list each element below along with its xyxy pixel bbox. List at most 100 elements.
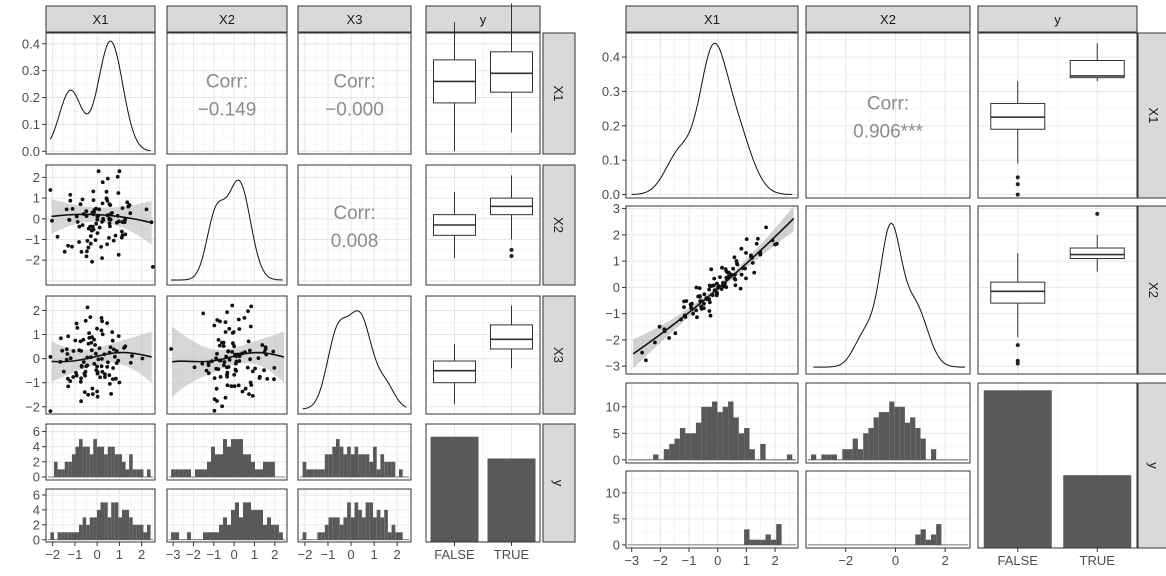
scatter-point bbox=[232, 372, 237, 377]
histogram-bar bbox=[380, 517, 385, 540]
histogram-bar bbox=[712, 401, 718, 460]
scatter-point bbox=[68, 192, 73, 197]
scatter-point bbox=[105, 365, 110, 369]
histogram-bar bbox=[899, 406, 905, 460]
panel-border bbox=[45, 423, 156, 481]
scatter-point bbox=[48, 355, 53, 359]
histogram-bar bbox=[255, 509, 259, 540]
scatter-point bbox=[125, 200, 130, 205]
histogram-bar bbox=[147, 524, 151, 540]
histogram-bar bbox=[203, 469, 207, 477]
y-tick-label: 6 bbox=[33, 487, 40, 502]
scatter-point bbox=[110, 338, 115, 343]
histogram-bar bbox=[89, 454, 94, 477]
histogram-bar bbox=[267, 461, 271, 477]
scatter-point bbox=[48, 409, 53, 413]
scatter-point bbox=[710, 283, 715, 288]
panel-border bbox=[805, 32, 971, 199]
panel-border bbox=[166, 295, 288, 415]
strip-label: y bbox=[551, 480, 566, 487]
histogram-bar bbox=[61, 532, 65, 540]
histogram-bar bbox=[347, 502, 351, 540]
panel-border bbox=[425, 164, 541, 286]
histogram-bar bbox=[89, 517, 94, 540]
scatter-point bbox=[230, 350, 235, 354]
y-tick-label: −3 bbox=[605, 359, 620, 374]
panel-r3-c1 bbox=[166, 423, 288, 481]
scatter-point bbox=[743, 266, 747, 271]
scatter-point bbox=[100, 357, 104, 361]
histogram-bar bbox=[75, 532, 80, 540]
histogram-bar bbox=[744, 428, 750, 460]
y-tick-label: 0.1 bbox=[602, 153, 620, 168]
scatter-point bbox=[110, 377, 115, 381]
scatter-point bbox=[77, 348, 82, 353]
y-tick-label: 10 bbox=[606, 485, 620, 500]
scatter-point bbox=[81, 360, 86, 364]
scatter-point bbox=[225, 310, 230, 315]
histogram-bar bbox=[139, 524, 144, 540]
scatter-point bbox=[707, 283, 712, 288]
histogram-bar bbox=[251, 509, 255, 540]
scatter-point bbox=[92, 362, 97, 366]
box-body bbox=[490, 51, 533, 93]
histogram-bar bbox=[136, 469, 140, 477]
histogram-bar bbox=[255, 469, 259, 477]
y-tick-label: 0.2 bbox=[602, 118, 620, 133]
panel-border bbox=[977, 382, 1138, 549]
histogram-bar bbox=[267, 517, 271, 540]
scatter-point bbox=[100, 201, 105, 206]
panel-border bbox=[166, 164, 288, 286]
scatter-point bbox=[724, 275, 729, 280]
column-strip: X3 bbox=[297, 5, 412, 33]
scatter-point bbox=[111, 238, 116, 243]
histogram-bar bbox=[384, 509, 388, 540]
scatter-point bbox=[702, 301, 706, 306]
scatter-point bbox=[98, 375, 102, 380]
histogram-bar bbox=[270, 461, 275, 477]
scatter-point bbox=[95, 364, 99, 369]
histogram-bar bbox=[925, 539, 931, 545]
scatter-point bbox=[230, 303, 235, 308]
count-bar-false bbox=[983, 390, 1052, 548]
histogram-bar bbox=[395, 532, 399, 540]
scatter-point bbox=[109, 392, 113, 396]
scatter-point bbox=[640, 350, 644, 355]
histogram-bar bbox=[857, 449, 864, 460]
density-line bbox=[171, 179, 283, 281]
scatter-point bbox=[214, 386, 219, 391]
y-tick-label: 0 bbox=[33, 532, 40, 547]
scatter-point bbox=[738, 286, 743, 291]
histogram-bar bbox=[387, 461, 392, 477]
scatter-point bbox=[86, 226, 91, 231]
x-tick-label: −1 bbox=[206, 547, 221, 562]
histogram-bar bbox=[380, 454, 385, 477]
histogram-bar bbox=[904, 422, 911, 460]
scatter-point bbox=[227, 326, 232, 331]
scatter-point bbox=[74, 214, 79, 219]
strip-label: X2 bbox=[219, 12, 235, 27]
panel-r0-c0 bbox=[625, 32, 799, 199]
histogram-bar bbox=[328, 454, 333, 477]
scatter-point bbox=[110, 330, 115, 334]
histogram-bar bbox=[171, 532, 176, 540]
column-strip: X2 bbox=[805, 5, 971, 33]
x-tick-label: 0 bbox=[94, 547, 101, 562]
scatter-point bbox=[667, 336, 671, 340]
scatter-point bbox=[144, 207, 149, 212]
scatter-point bbox=[93, 238, 98, 243]
scatter-point bbox=[733, 283, 738, 288]
histogram-bar bbox=[107, 517, 112, 540]
scatter-point bbox=[122, 346, 126, 350]
scatter-point bbox=[100, 220, 104, 224]
scatter-point bbox=[86, 392, 91, 397]
scatter-point bbox=[83, 318, 88, 323]
y-tick-label: 0.4 bbox=[22, 36, 40, 51]
scatter-point bbox=[712, 276, 717, 281]
strip-label: X2 bbox=[880, 12, 896, 27]
histogram-bar bbox=[114, 502, 119, 540]
panel-border bbox=[297, 488, 412, 543]
scatter-point bbox=[85, 249, 89, 254]
scatter-point bbox=[653, 340, 657, 345]
scatter-point bbox=[106, 360, 110, 365]
